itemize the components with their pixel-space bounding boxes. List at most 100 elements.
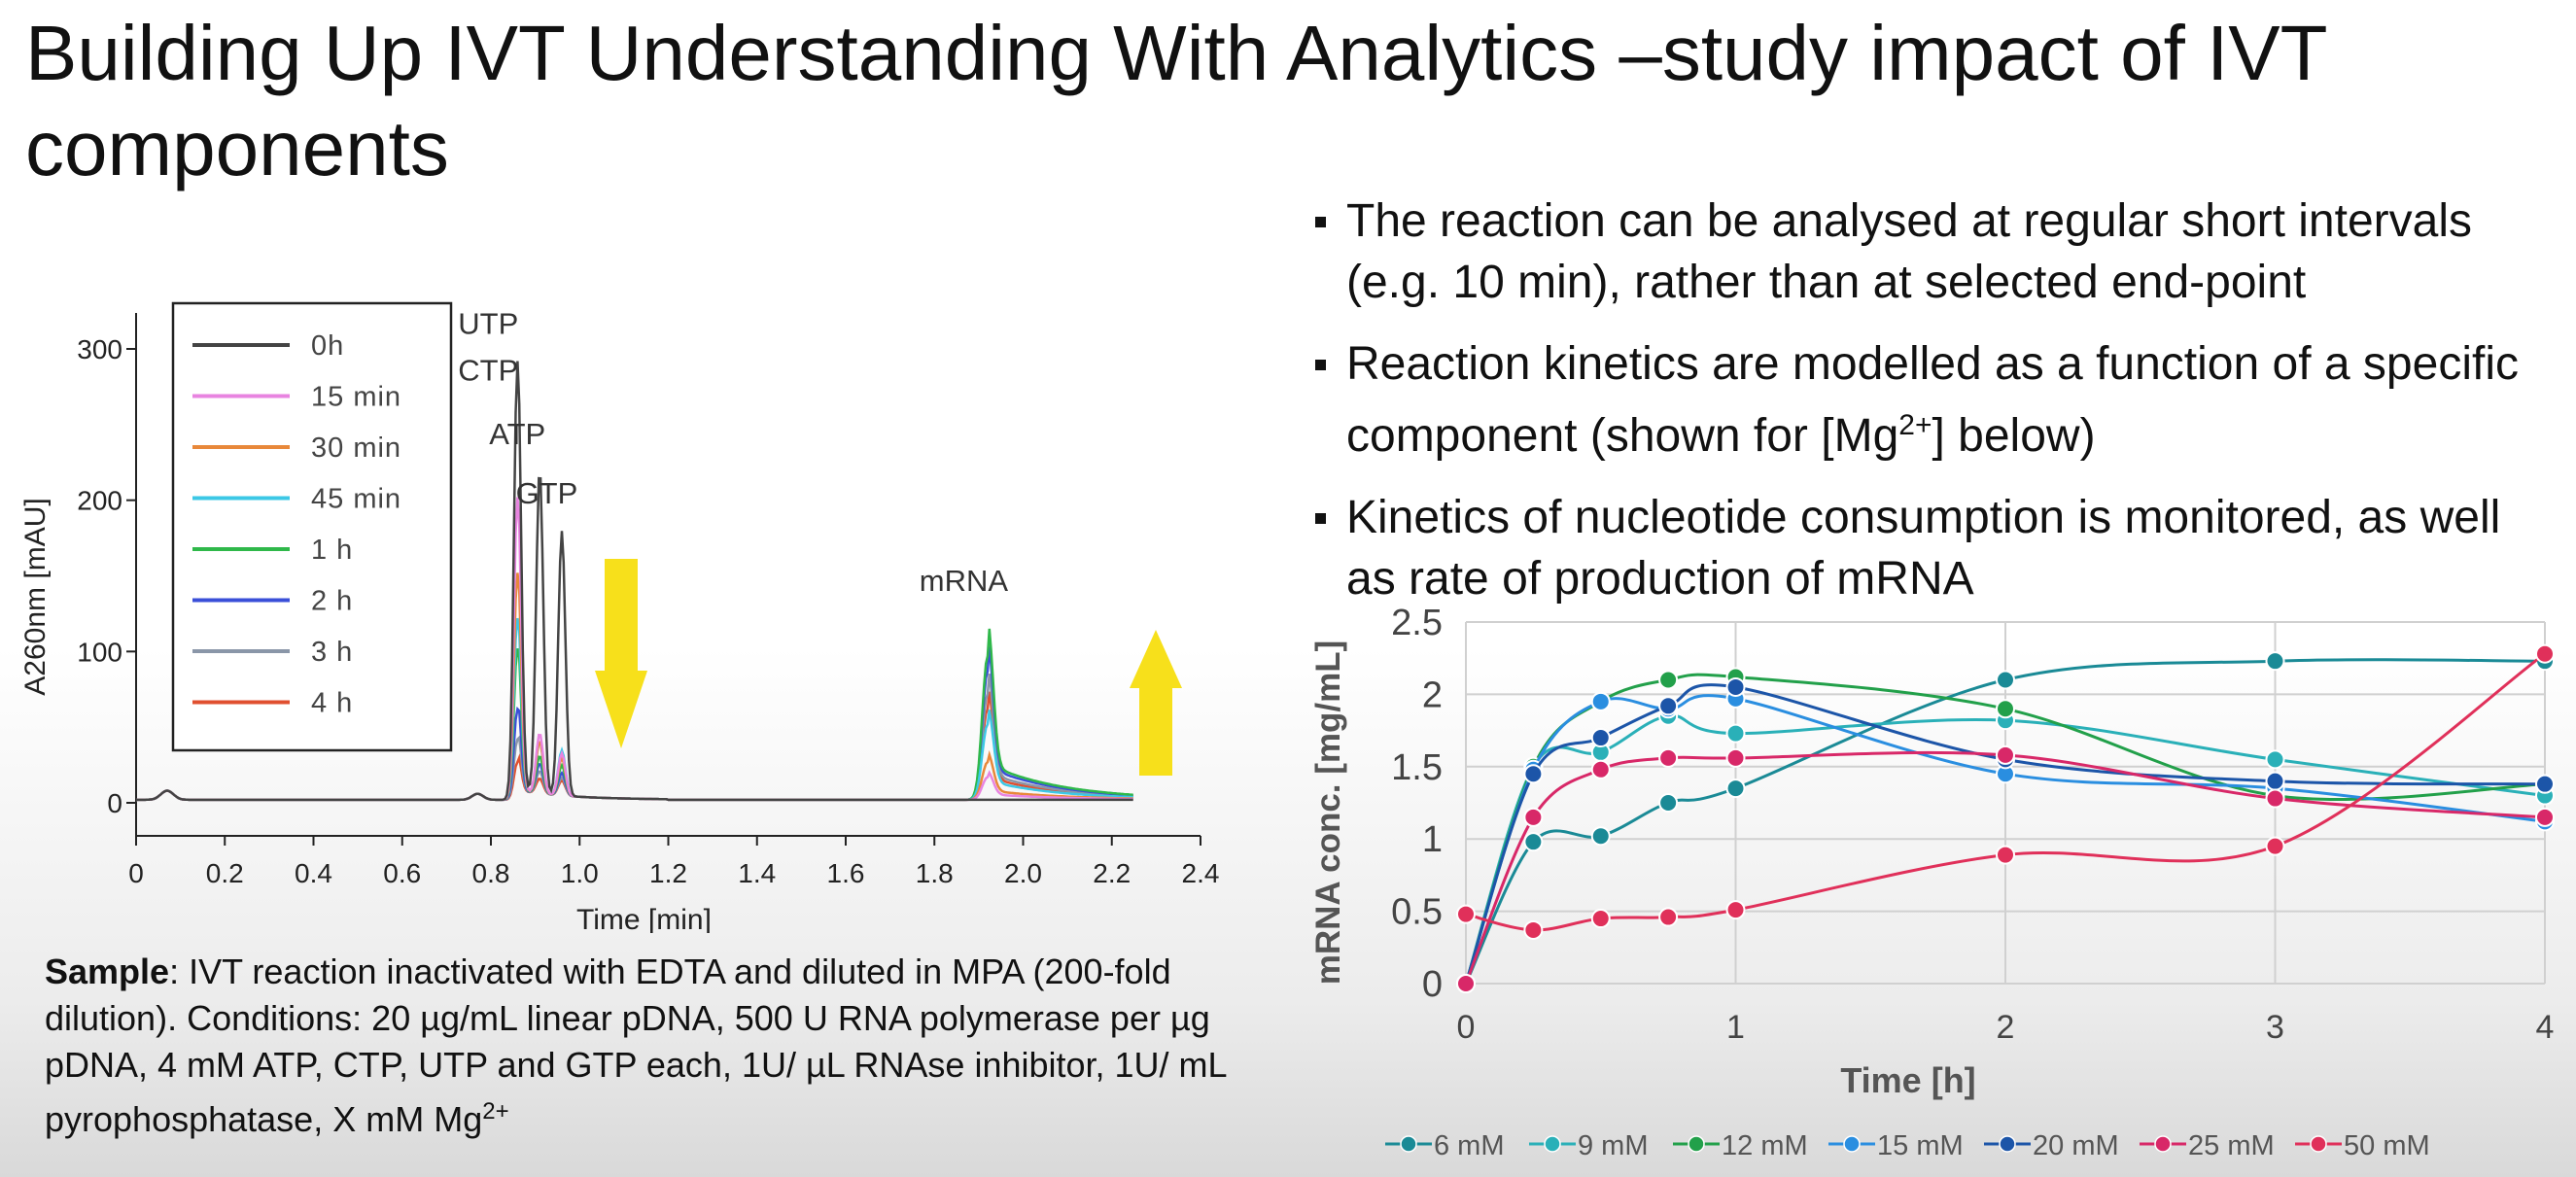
x-tick-label: 1.6: [827, 858, 865, 888]
x-tick-label: 4: [2536, 1009, 2555, 1046]
data-point: [1996, 670, 2015, 690]
data-point: [1456, 904, 1476, 924]
data-point: [1590, 826, 1611, 847]
data-point: [1658, 670, 1679, 690]
x-tick-label: 1: [1726, 1009, 1745, 1046]
series-20-mM: [1456, 676, 2555, 993]
x-tick-label: 1.2: [649, 858, 687, 888]
sample-text: : IVT reaction inactivated with EDTA and…: [45, 952, 1227, 1139]
x-tick-label: 0: [1457, 1009, 1476, 1046]
x-tick-label: 2.2: [1093, 858, 1131, 888]
x-axis-title: Time [min]: [576, 904, 712, 933]
bullet-square-icon: [1315, 513, 1326, 524]
x-tick-label: 3: [2266, 1009, 2284, 1046]
data-point: [1996, 744, 2015, 765]
peak-label: CTP: [458, 354, 518, 388]
legend-label: 50 mM: [2344, 1130, 2430, 1161]
bullet-item: Kinetics of nucleotide consumption is mo…: [1307, 487, 2561, 609]
data-point: [1523, 807, 1544, 827]
series-line: [1465, 652, 2546, 932]
data-point: [1658, 793, 1679, 813]
data-point: [1725, 900, 1746, 920]
data-point: [2265, 771, 2285, 791]
x-tick-label: 0.4: [295, 858, 332, 888]
y-axis-title: mRNA conc. [mg/mL]: [1309, 640, 1347, 986]
x-tick-label: 0: [128, 858, 144, 888]
legend-label: 6 mM: [1434, 1130, 1505, 1161]
x-axis-title: Time [h]: [1840, 1060, 1975, 1100]
y-tick-label: 100: [77, 637, 122, 667]
x-tick-label: 0.6: [383, 858, 421, 888]
x-tick-label: 2.4: [1182, 858, 1220, 888]
legend-marker: [2310, 1135, 2327, 1153]
bullet-text: Kinetics of nucleotide consumption is mo…: [1346, 492, 2501, 605]
data-point: [2265, 788, 2285, 809]
y-tick-label: 2: [1422, 675, 1443, 715]
data-point: [1725, 676, 1746, 697]
x-tick-label: 0.8: [472, 858, 510, 888]
bullet-superscript: 2+: [1898, 409, 1932, 441]
sample-superscript: 2+: [482, 1098, 509, 1125]
legend-label: 45 min: [311, 484, 401, 515]
y-tick-label: 0: [1422, 964, 1443, 1005]
legend-box: [171, 301, 453, 752]
legend-label: 15 min: [311, 382, 401, 413]
data-point: [2265, 749, 2285, 770]
data-point: [1523, 832, 1544, 852]
y-tick-label: 200: [77, 486, 122, 516]
legend-marker: [1400, 1135, 1417, 1153]
peak-label: mRNA: [920, 564, 1009, 598]
legend-label: 20 mM: [2033, 1130, 2119, 1161]
data-point: [2535, 643, 2555, 664]
data-point: [1523, 919, 1544, 940]
legend-label: 1 h: [311, 535, 353, 566]
legend-label: 15 mM: [1877, 1130, 1964, 1161]
up-arrow-head-icon: [1130, 630, 1182, 688]
data-point: [1996, 699, 2015, 719]
bullet-text: The reaction can be analysed at regular …: [1346, 195, 2472, 308]
legend-marker: [1688, 1135, 1705, 1153]
chromatogram-chart: 0 100 200 300 0 0.2 0.4 0.6 0.8 1.0 1.2 1.4 1.6 1.8 2.…: [19, 301, 1220, 933]
y-tick-label: 300: [77, 334, 122, 364]
legend-label: 12 mM: [1722, 1130, 1808, 1161]
legend-label: 4 h: [311, 688, 353, 719]
y-tick-label: 0.5: [1391, 892, 1443, 933]
up-arrow-icon: [1139, 686, 1172, 776]
x-tick-label: 1.0: [561, 858, 599, 888]
y-axis-title: A260nm [mAU]: [19, 498, 52, 695]
data-point: [1725, 747, 1746, 768]
legend-marker: [2154, 1135, 2172, 1153]
data-point: [1658, 696, 1679, 716]
data-point: [1590, 691, 1611, 711]
down-arrow-icon: [605, 559, 638, 675]
chromatogram-trace-0h: [136, 361, 1133, 802]
y-tick-label: 2.5: [1391, 603, 1443, 643]
legend-label: 9 mM: [1578, 1130, 1649, 1161]
x-tick-label: 1.8: [916, 858, 954, 888]
bullet-text-end: ] below): [1932, 410, 2096, 462]
x-tick-label: 2: [1997, 1009, 2015, 1046]
data-point: [1590, 728, 1611, 748]
sample-label: Sample: [45, 952, 170, 991]
data-point: [1590, 759, 1611, 779]
legend-marker: [1999, 1135, 2016, 1153]
chart-legend: 0h 15 min 30 min 45 min 1 h 2 h 3 h 4 h: [171, 301, 453, 752]
legend-label: 3 h: [311, 637, 353, 668]
legend-label: 25 mM: [2188, 1130, 2275, 1161]
x-tick-label: 0.2: [206, 858, 244, 888]
bullet-list: The reaction can be analysed at regular …: [1307, 190, 2561, 630]
bullet-item: The reaction can be analysed at regular …: [1307, 190, 2561, 313]
kinetics-chart: 0 0.5 1 1.5 2 2.5 0 1 2 3 4 Time [h] mRNA conc. [mg/…: [1309, 603, 2555, 1161]
legend-label: 30 min: [311, 433, 401, 464]
legend-marker: [1843, 1135, 1861, 1153]
data-point: [1658, 907, 1679, 927]
down-arrow-head-icon: [595, 671, 647, 748]
y-tick-label: 1.5: [1391, 747, 1443, 788]
bullet-text: Reaction kinetics are modelled as a func…: [1346, 338, 2519, 462]
data-point: [1523, 764, 1544, 784]
legend-marker: [1544, 1135, 1561, 1153]
data-point: [2535, 807, 2555, 827]
chart-legend: 6 mM 9 mM 12 mM 15 mM 20 mM 25 mM 50 mM: [1385, 1130, 2430, 1161]
legend-label: 2 h: [311, 586, 353, 617]
bullet-item: Reaction kinetics are modelled as a func…: [1307, 333, 2561, 467]
